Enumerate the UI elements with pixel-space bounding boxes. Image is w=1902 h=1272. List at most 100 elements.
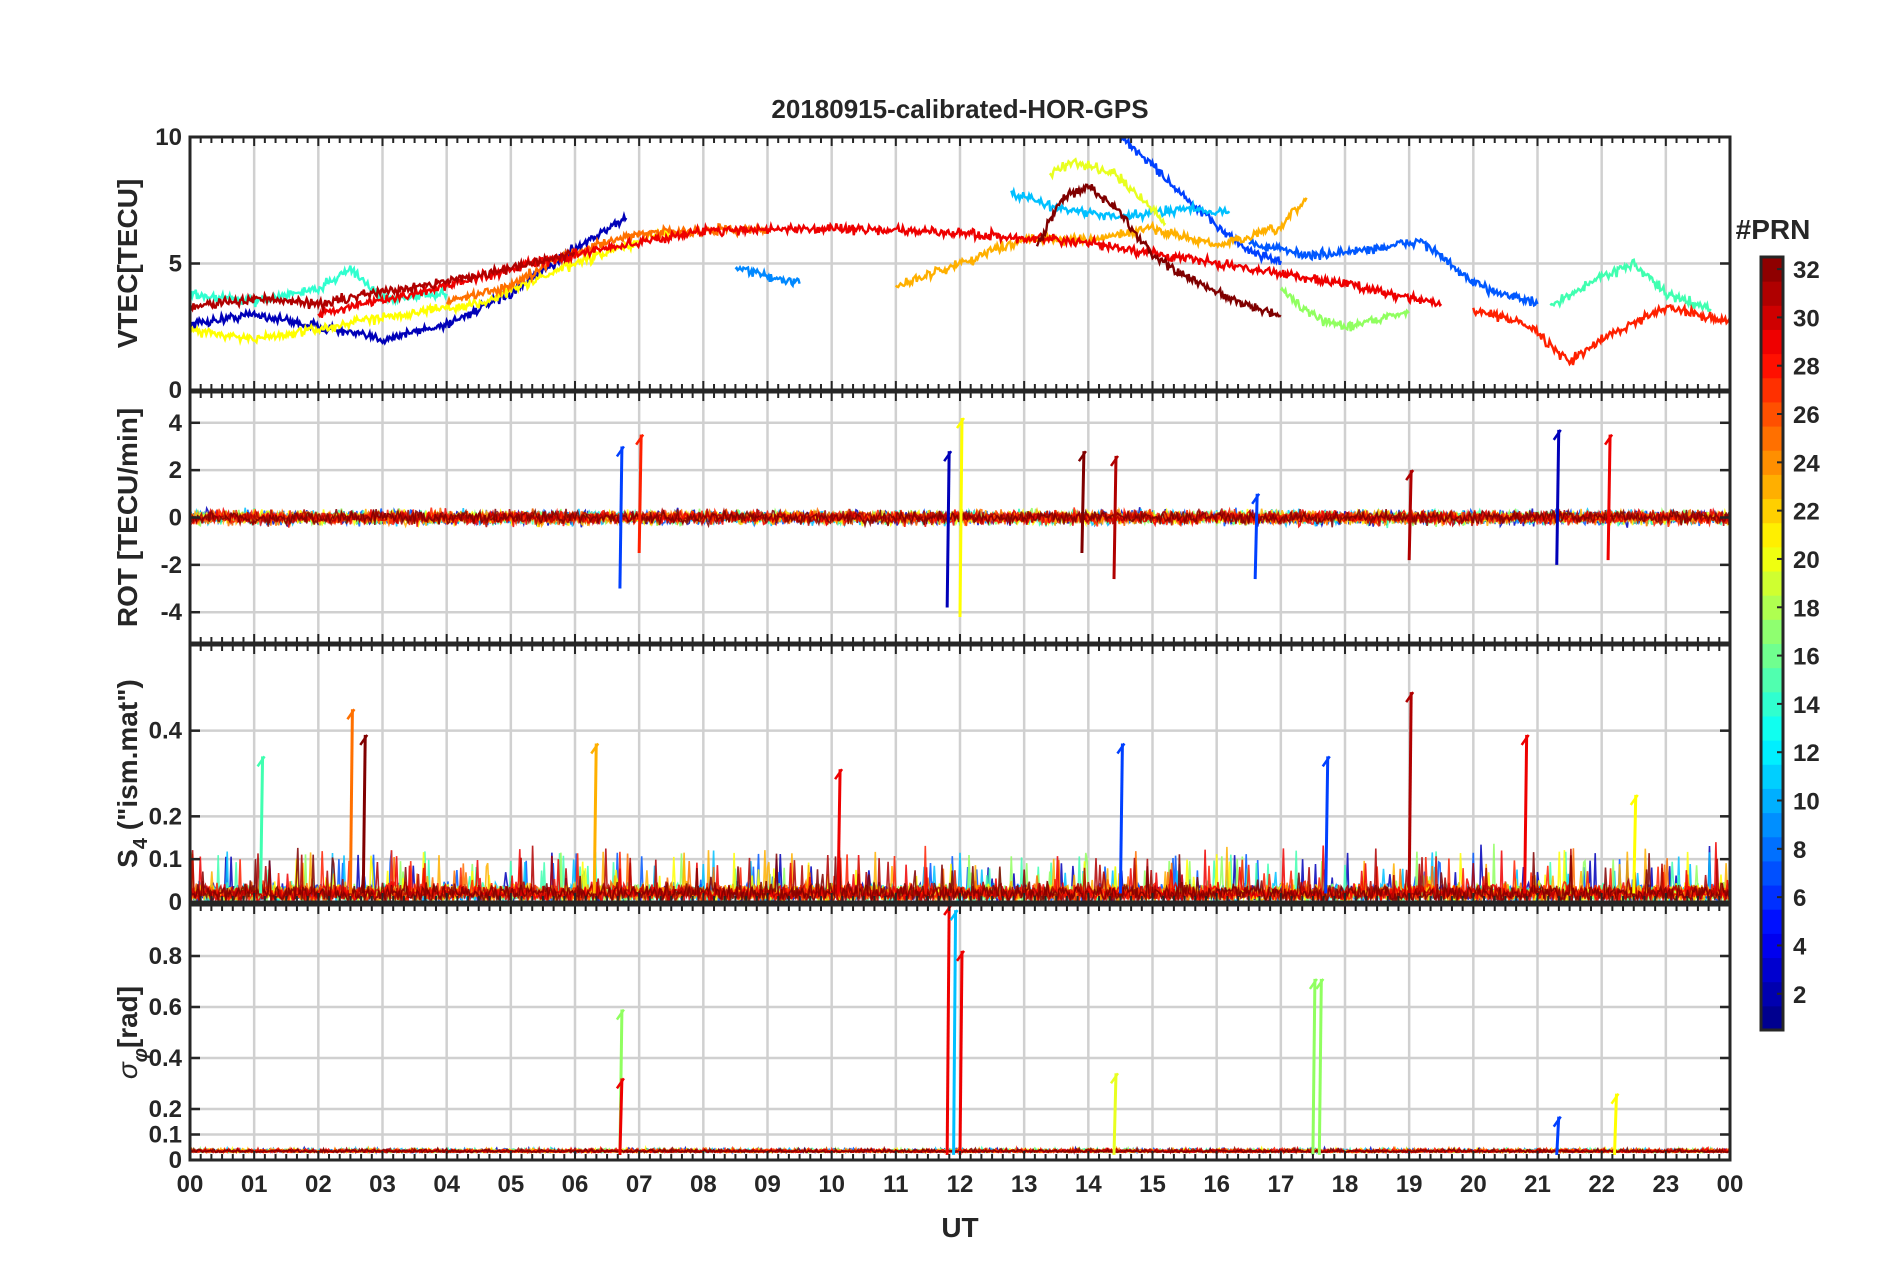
panel-sigma_phi: 00.10.2 0.4 0.6 0.8 σφ[rad] 00 01 02 03 04 05 06 07 0…	[112, 903, 1743, 1198]
x-tick-label: 21	[1524, 1171, 1551, 1198]
series-line-prn-24	[445, 222, 768, 306]
panel-rot: -4 -2 0 2 4 ROT [TECU/min]	[112, 390, 1732, 645]
colorbar-frame	[1759, 255, 1785, 1032]
colorbar-segment	[1761, 957, 1783, 983]
series-line-prn-19	[1048, 157, 1167, 227]
colorbar-tick-label: 18	[1793, 595, 1820, 622]
colorbar-segment	[1761, 667, 1783, 693]
y-tick-label: -4	[161, 599, 183, 626]
colorbar-tick-label: 8	[1793, 837, 1806, 864]
spike-mark	[637, 434, 643, 554]
spike-mark	[1109, 1072, 1120, 1085]
spike-mark	[1520, 734, 1530, 746]
series-line-prn-6	[1248, 235, 1539, 308]
colorbar-tick-label: 26	[1793, 402, 1820, 429]
colorbar-tick-label: 30	[1793, 305, 1820, 332]
y-tick-label: 0.4	[149, 718, 183, 745]
y-tick-label: 0.2	[149, 1096, 182, 1123]
spike-mark	[1610, 1092, 1620, 1105]
colorbar-tick-label: 28	[1793, 354, 1820, 381]
colorbar-segment	[1761, 764, 1783, 789]
y-axis-label: ROT [TECU/min]	[112, 408, 143, 627]
x-axis-label: UT	[941, 1212, 978, 1243]
spike-mark	[958, 418, 964, 617]
spike-mark	[618, 446, 624, 589]
colorbar-segment	[1761, 788, 1783, 814]
y-tick-label: 0	[169, 505, 182, 532]
colorbar-segment	[1761, 474, 1783, 500]
x-tick-label: 00	[177, 1171, 204, 1198]
x-tick-label: 12	[947, 1171, 974, 1198]
series-line-prn-20	[190, 226, 672, 347]
y-tick-label: 0.8	[149, 943, 182, 970]
spike-mark	[1118, 743, 1124, 894]
x-tick-label: 17	[1267, 1171, 1294, 1198]
panel-s4: 0 0.1 0.2 0.4S4 ("ism.mat")	[112, 643, 1732, 916]
colorbar-segment	[1761, 812, 1783, 838]
spike-mark	[615, 1008, 625, 1021]
x-tick-label: 15	[1139, 1171, 1166, 1198]
spike-mark	[1253, 493, 1259, 580]
spike-mark	[1555, 429, 1561, 565]
x-tick-label: 20	[1460, 1171, 1487, 1198]
y-tick-label: 0	[169, 889, 182, 916]
y-tick-label: -2	[161, 552, 182, 579]
y-tick-label: 4	[169, 410, 183, 437]
colorbar-segment	[1761, 1005, 1783, 1031]
colorbar-segment	[1761, 353, 1783, 379]
spike-mark	[618, 1078, 624, 1155]
colorbar-tick-label: 12	[1793, 740, 1820, 767]
spike-mark	[1080, 451, 1086, 554]
spike-mark	[955, 417, 966, 429]
spike-mark	[1405, 691, 1415, 703]
colorbar-segment	[1761, 546, 1783, 572]
x-tick-label: 04	[433, 1171, 460, 1198]
series-line-prn-9	[734, 264, 801, 289]
colorbar-segment	[1761, 522, 1783, 548]
spike-mark	[955, 950, 966, 962]
colorbar-segment	[1761, 377, 1783, 403]
spike-mark	[1116, 742, 1126, 755]
spike-mark	[346, 708, 356, 720]
colorbar-tick-label: 24	[1793, 450, 1820, 477]
colorbar-segment	[1761, 643, 1783, 669]
y-axis-label: S4 ("ism.mat")	[112, 679, 152, 868]
series-line-prn-13	[190, 265, 448, 308]
y-axis-label: σφ[rad]	[112, 986, 152, 1079]
y-tick-label: 0	[169, 1147, 182, 1174]
spike-mark	[945, 451, 951, 608]
colorbar-tick-label: 10	[1793, 789, 1820, 816]
x-tick-label: 03	[369, 1171, 396, 1198]
y-axis-label: VTEC[TECU]	[112, 179, 143, 349]
spike-mark	[592, 743, 598, 894]
spike-mark	[1407, 470, 1413, 561]
spike-mark	[1552, 1115, 1562, 1128]
x-tick-label: 07	[626, 1171, 653, 1198]
colorbar-segment	[1761, 595, 1783, 620]
colorbar-segment	[1761, 426, 1783, 451]
y-tick-label: 5	[169, 251, 182, 278]
colorbar-segment	[1761, 450, 1783, 475]
y-tick-label: 2	[169, 457, 182, 484]
series-line-prn-17	[1279, 286, 1410, 332]
colorbar-segment	[1761, 281, 1783, 306]
colorbar-segment	[1761, 691, 1783, 717]
colorbar-segment	[1761, 740, 1783, 765]
colorbar-segment	[1761, 836, 1783, 862]
spike-mark	[1311, 978, 1317, 1155]
x-tick-label: 18	[1332, 1171, 1359, 1198]
spike-mark	[834, 768, 844, 780]
spike-mark	[1077, 450, 1087, 462]
spike-mark	[1405, 469, 1415, 481]
x-tick-label: 16	[1203, 1171, 1230, 1198]
spike-mark	[359, 734, 369, 746]
colorbar-segment	[1761, 909, 1783, 934]
y-tick-label: 0.6	[149, 994, 182, 1021]
spike-mark	[1613, 1093, 1618, 1155]
colorbar-tick-label: 2	[1793, 982, 1806, 1009]
colorbar-segment	[1761, 619, 1783, 644]
series-line-prn-5	[1119, 137, 1282, 266]
series-line-prn-27	[1472, 302, 1730, 367]
x-tick-label: 19	[1396, 1171, 1423, 1198]
